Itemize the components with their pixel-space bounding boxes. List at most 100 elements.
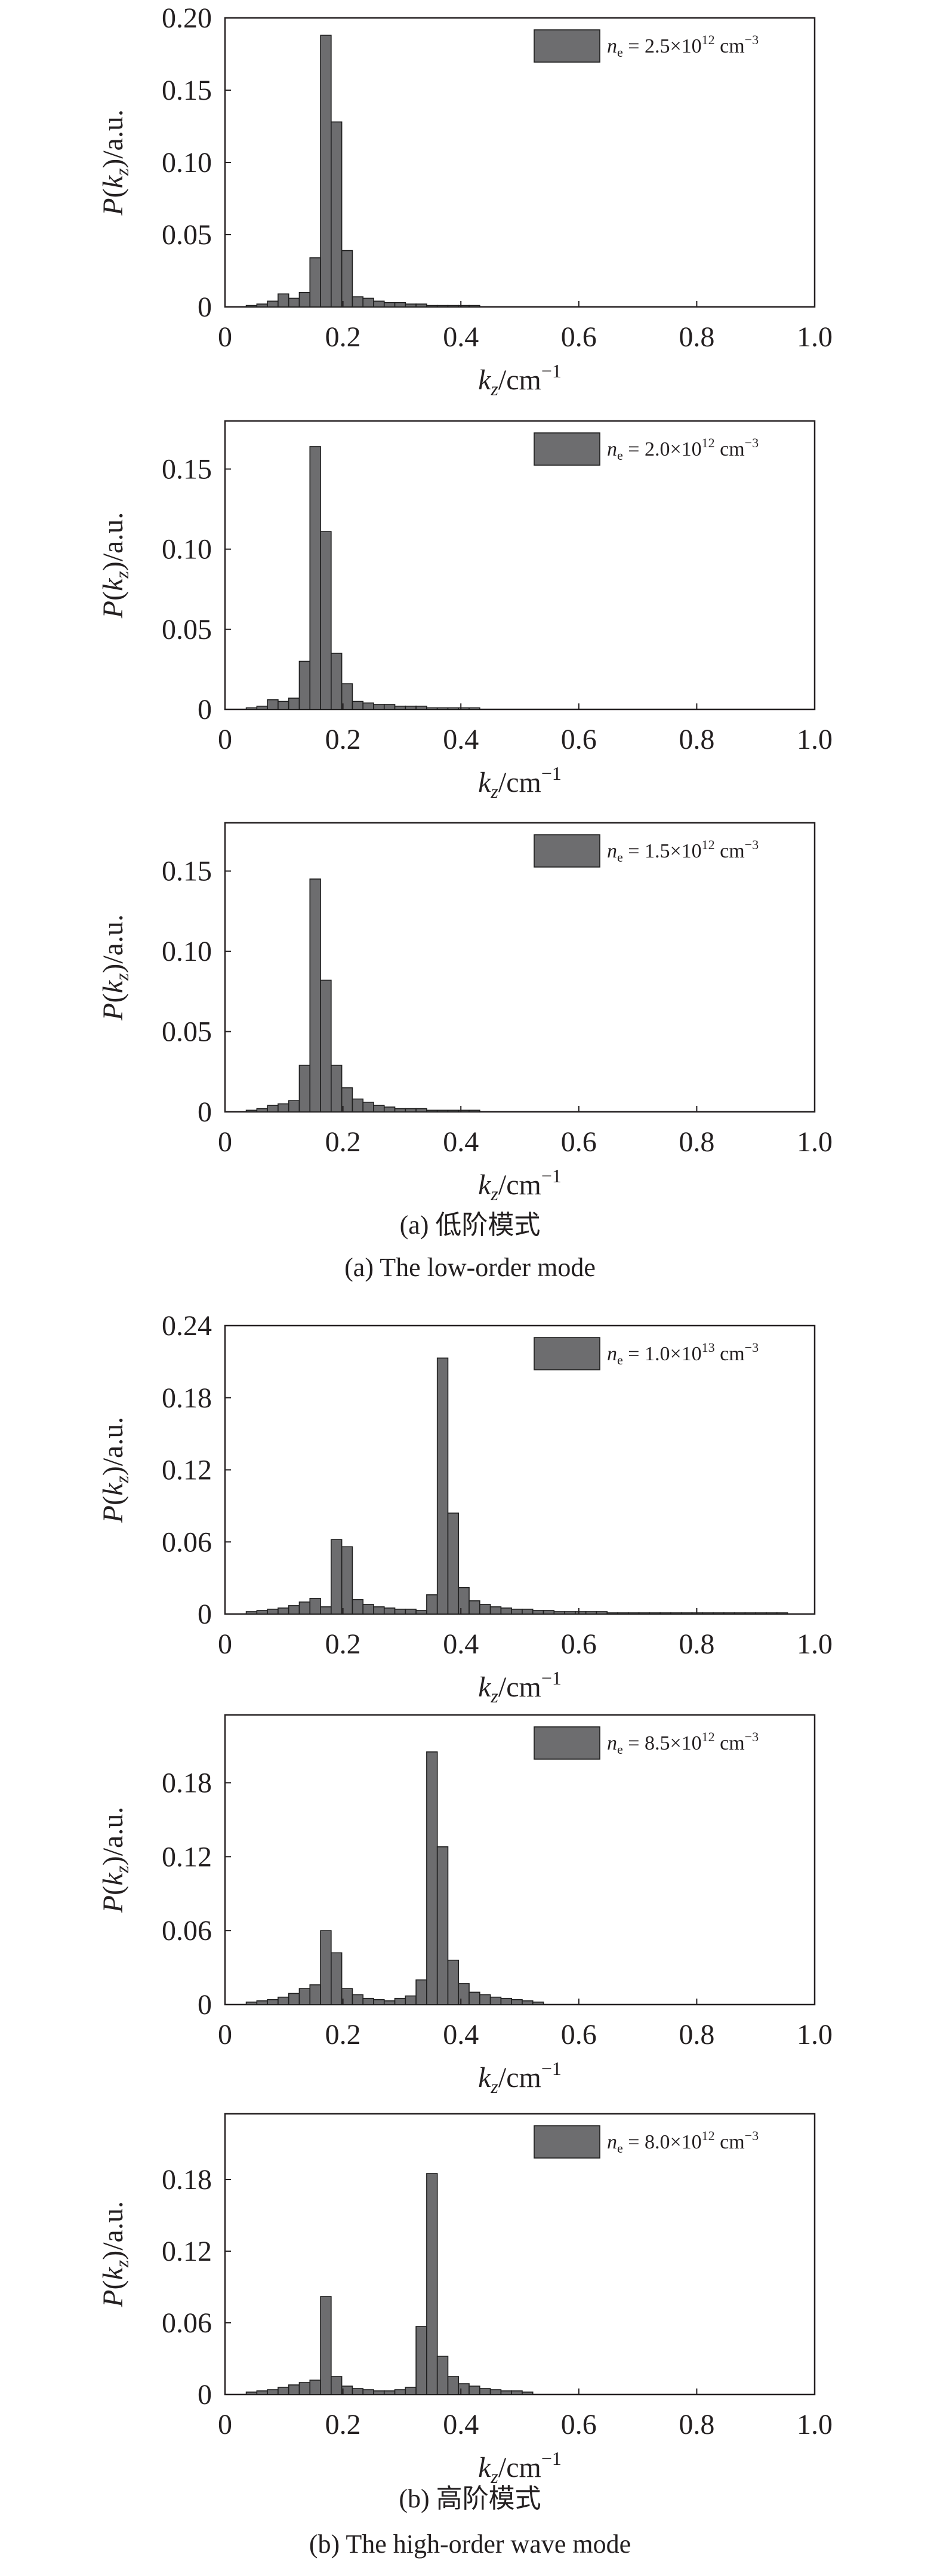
- histogram-bar: [670, 1612, 682, 1615]
- histogram-bar: [373, 704, 385, 710]
- histogram-bar: [298, 1601, 311, 1615]
- chart-panel-b-2: 0 0.2 0.4 0.6 0.8 1.0 0 0.06 0.12 0.18 kz/cm−1 P(kz…: [97, 1714, 833, 2097]
- histogram-bar: [245, 1109, 258, 1112]
- y-tick-label: 0.15: [162, 75, 212, 106]
- histogram-bar: [436, 707, 449, 710]
- histogram-bar: [288, 1993, 300, 2005]
- x-tick-label: 0: [218, 321, 232, 353]
- histogram-bar: [543, 1610, 555, 1615]
- histogram-bar: [298, 660, 311, 710]
- x-tick-label: 0.4: [443, 2409, 479, 2440]
- histogram-bar: [394, 1609, 406, 1615]
- histogram-bar: [394, 2389, 406, 2395]
- histogram-bar: [500, 1607, 512, 1615]
- y-tick-label: 0.06: [162, 1526, 212, 1558]
- histogram-bar: [394, 1997, 406, 2005]
- histogram-bar: [352, 1599, 363, 1615]
- histogram-bar: [362, 1997, 374, 2005]
- y-axis-label: P(kz)/a.u.: [97, 1807, 132, 1914]
- histogram-bar: [776, 1612, 788, 1615]
- histogram-bar: [479, 1604, 491, 1615]
- histogram-bar: [256, 705, 268, 710]
- histogram-bar: [522, 1609, 534, 1615]
- chart-panel-a-2: 0 0.2 0.4 0.6 0.8 1.0 0 0.05 0.10 0.15 kz/cm−1 P(kz…: [97, 420, 833, 802]
- histogram-bar: [436, 305, 449, 308]
- histogram-bar: [331, 121, 343, 308]
- histogram-bar: [469, 1109, 480, 1112]
- y-tick-label: 0.10: [162, 147, 212, 179]
- x-tick-label: 1.0: [797, 2409, 833, 2440]
- y-tick-label: 0.05: [162, 614, 212, 645]
- histogram-bar: [436, 2356, 449, 2395]
- histogram-bar: [553, 1611, 565, 1615]
- x-tick-label: 0.2: [325, 321, 361, 353]
- x-axis-label: kz/cm−1: [478, 2058, 562, 2097]
- histogram-bar: [458, 1109, 470, 1112]
- y-tick-label: 0.05: [162, 219, 212, 251]
- legend-label: ne = 2.0×1012 cm−3: [607, 435, 759, 463]
- histogram-bar: [288, 2384, 300, 2395]
- legend-swatch: [534, 432, 600, 466]
- y-tick-label: 0: [198, 1599, 212, 1630]
- plot-frame: [224, 822, 816, 1113]
- legend-swatch: [534, 1726, 600, 1760]
- histogram-bar: [309, 2380, 321, 2395]
- histogram-bar: [309, 1984, 321, 2005]
- y-tick-label: 0: [198, 291, 212, 323]
- histogram-bar: [320, 2296, 332, 2395]
- histogram-bar: [373, 2390, 385, 2395]
- histogram-bar: [278, 700, 289, 710]
- histogram-bar: [405, 705, 417, 710]
- histogram-bar: [426, 707, 438, 710]
- y-tick-label: 0.18: [162, 2164, 212, 2196]
- x-tick-label: 0: [218, 1126, 232, 1158]
- x-tick-label: 0: [218, 2409, 232, 2440]
- y-tick-label: 0.05: [162, 1016, 212, 1048]
- histogram-bar: [383, 2390, 396, 2395]
- histogram-bar: [405, 1995, 417, 2005]
- histogram-bar: [278, 293, 289, 308]
- plot-frame: [224, 420, 816, 711]
- histogram-bar: [469, 707, 480, 710]
- y-tick-label: 0.12: [162, 1455, 212, 1486]
- histogram-bar: [405, 2387, 417, 2395]
- histogram-bar: [245, 1611, 258, 1615]
- histogram-bar: [606, 1612, 618, 1615]
- y-tick-label: 0.24: [162, 1310, 212, 1342]
- histogram-bar: [267, 1609, 279, 1615]
- histogram-bar: [362, 1604, 374, 1615]
- legend-label: ne = 1.0×1013 cm−3: [607, 1340, 759, 1367]
- histogram-bar: [426, 305, 438, 308]
- histogram-bar: [278, 1103, 289, 1112]
- histogram-bar: [373, 300, 385, 308]
- x-tick-label: 0.8: [679, 2409, 714, 2440]
- histogram-bar: [341, 1546, 353, 1615]
- legend-swatch: [534, 29, 600, 63]
- x-tick-label: 0.6: [561, 724, 597, 755]
- x-tick-label: 0.8: [679, 724, 714, 755]
- histogram-bar: [352, 1994, 363, 2005]
- legend-label: ne = 2.5×1012 cm−3: [607, 32, 759, 60]
- y-axis-label: P(kz)/a.u.: [97, 2201, 132, 2308]
- y-tick-label: 0.06: [162, 1915, 212, 1947]
- histogram-bar: [245, 2391, 258, 2395]
- histogram-bar: [320, 35, 332, 308]
- histogram-bar: [447, 707, 460, 710]
- histogram-bar: [383, 302, 396, 308]
- histogram-bar: [680, 1612, 693, 1615]
- legend-swatch: [534, 1337, 600, 1370]
- histogram-bar: [489, 1996, 502, 2005]
- histogram-bar: [436, 1109, 449, 1112]
- histogram-bar: [394, 705, 406, 710]
- histogram-bar: [352, 2388, 363, 2395]
- histogram-bar: [469, 1600, 480, 1615]
- x-tick-label: 1.0: [797, 1126, 833, 1158]
- y-axis-label: P(kz)/a.u.: [97, 1417, 132, 1524]
- histogram-bar: [702, 1612, 714, 1615]
- x-tick-label: 0.6: [561, 2019, 597, 2051]
- histogram-bar: [362, 2389, 374, 2395]
- plot-frame: [224, 1714, 816, 2006]
- histogram-bar: [362, 297, 374, 308]
- histogram-bar: [638, 1612, 651, 1615]
